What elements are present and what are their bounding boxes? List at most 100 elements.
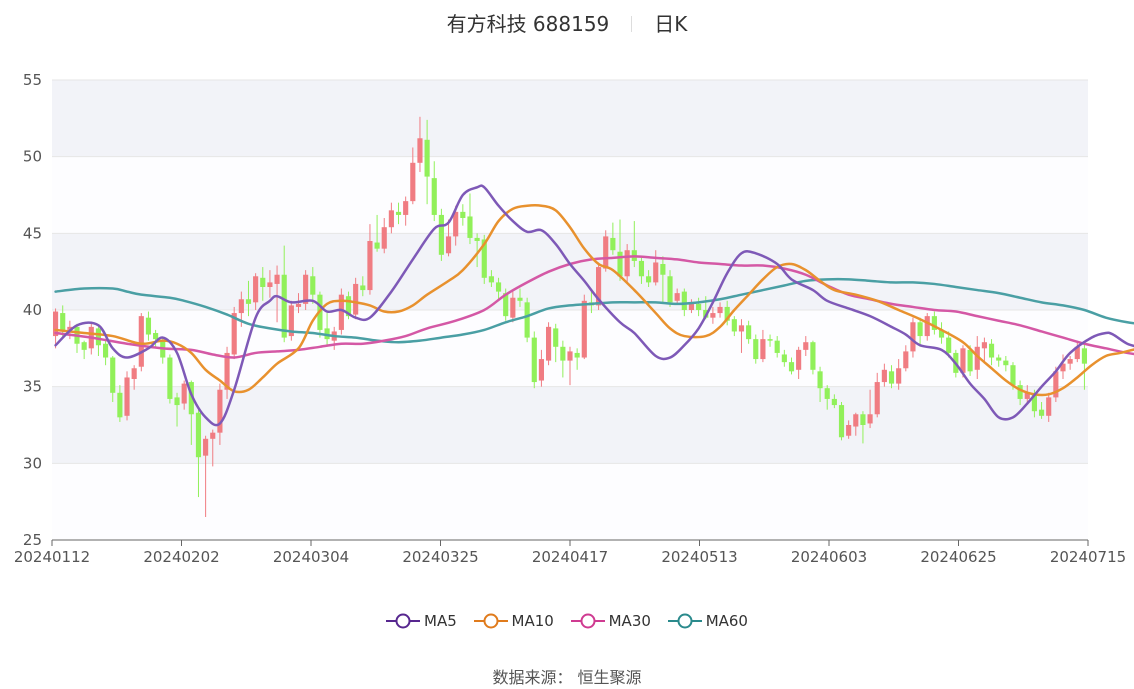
legend-item-ma5[interactable]: MA5 — [386, 612, 457, 630]
candle — [760, 329, 766, 363]
candle — [674, 288, 680, 304]
legend-ma10-label: MA10 — [511, 612, 554, 630]
candle — [624, 244, 630, 283]
candle — [174, 392, 180, 427]
candle-body — [581, 300, 587, 358]
candle-body — [445, 236, 452, 254]
candle-body — [210, 432, 216, 439]
candle-body — [753, 339, 759, 360]
candle-body — [424, 139, 430, 177]
candle-body — [1003, 360, 1009, 366]
candle-body — [181, 383, 187, 404]
candle — [924, 313, 930, 341]
candle-body — [996, 357, 1002, 361]
candle — [274, 265, 280, 323]
candle-body — [67, 326, 73, 330]
candle — [288, 300, 294, 341]
candle — [524, 297, 530, 343]
candle — [696, 297, 702, 317]
candle — [560, 340, 566, 378]
candle-body — [610, 237, 616, 251]
candle-body — [203, 438, 209, 456]
candle — [574, 348, 580, 370]
y-tick-label: 30 — [23, 454, 42, 472]
candle — [660, 256, 666, 303]
candle-body — [510, 297, 516, 318]
candle-body — [624, 250, 630, 277]
candle — [638, 256, 645, 284]
candle-body — [817, 371, 823, 389]
candle-body — [267, 282, 273, 287]
ma10-line — [54, 204, 1134, 397]
candle-body — [667, 276, 673, 303]
candle — [531, 331, 537, 389]
legend-item-ma60[interactable]: MA60 — [667, 612, 748, 630]
candle — [445, 219, 452, 257]
candle-body — [910, 322, 916, 352]
candle-body — [110, 357, 116, 393]
candle-body — [731, 319, 737, 332]
candle — [910, 317, 916, 358]
candle — [353, 277, 359, 320]
candle-body — [503, 293, 509, 317]
candle — [310, 267, 316, 304]
candle-body — [438, 214, 444, 255]
legend-ma30-icon — [570, 613, 605, 629]
candle-body — [696, 303, 702, 310]
candle-body — [153, 333, 159, 340]
candle — [103, 339, 109, 366]
candle-body — [81, 342, 87, 350]
candle — [981, 337, 987, 364]
candle-body — [231, 313, 237, 355]
x-tick-label: 20240304 — [273, 548, 349, 566]
candle-body — [138, 316, 144, 367]
x-tick-label: 20240603 — [791, 548, 867, 566]
candle-body — [710, 313, 716, 318]
candle-body — [403, 201, 409, 215]
candle — [545, 322, 552, 366]
candle-body — [410, 162, 416, 202]
candle — [245, 280, 252, 317]
candle — [203, 435, 209, 517]
candle-body — [1024, 392, 1030, 399]
candle-body — [260, 277, 266, 287]
candle — [303, 270, 309, 310]
candle-body — [374, 242, 380, 249]
candle-body — [1067, 359, 1073, 364]
candle-body — [495, 282, 502, 292]
candle-body — [767, 339, 773, 341]
candle-body — [1010, 365, 1016, 386]
candle-body — [431, 178, 437, 215]
candle — [803, 336, 809, 356]
legend-item-ma10[interactable]: MA10 — [473, 612, 554, 630]
candle-body — [338, 294, 344, 330]
candle-body — [981, 342, 987, 349]
candle-body — [524, 302, 530, 338]
candle-body — [560, 346, 566, 361]
candle — [281, 245, 287, 343]
candle-body — [395, 211, 402, 215]
candle — [1038, 402, 1045, 419]
candle-body — [660, 264, 666, 275]
x-tick-label: 20240112 — [14, 548, 90, 566]
candle — [888, 365, 895, 389]
candle-body — [846, 425, 852, 436]
candle-body — [988, 343, 995, 358]
candle-body — [417, 138, 423, 163]
candle-body — [810, 342, 816, 370]
legend-item-ma30[interactable]: MA30 — [570, 612, 651, 630]
plot-band — [52, 156, 1088, 234]
legend-ma5-icon — [386, 613, 420, 629]
candle — [867, 389, 873, 429]
y-tick-label: 45 — [23, 224, 42, 242]
candle-body — [903, 351, 909, 369]
candle-body — [853, 414, 859, 427]
candle — [1024, 385, 1030, 404]
candles — [53, 116, 1087, 517]
candle-body — [145, 317, 152, 335]
candle-body — [545, 326, 552, 361]
candle-body — [881, 369, 887, 383]
candle — [124, 371, 130, 421]
candle-body — [646, 276, 652, 283]
